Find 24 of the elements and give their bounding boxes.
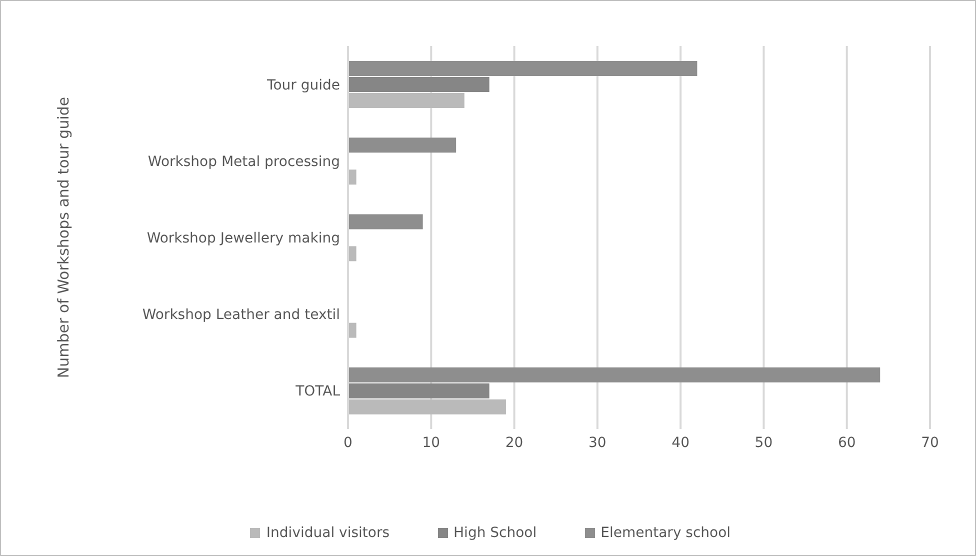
legend-label: Individual visitors xyxy=(265,525,390,541)
bar xyxy=(348,138,456,153)
bar xyxy=(348,170,356,185)
bar xyxy=(348,246,356,262)
bar xyxy=(348,93,464,108)
x-tick-label: 70 xyxy=(921,434,939,451)
bar xyxy=(348,322,356,338)
x-tick-label: 30 xyxy=(588,434,606,451)
bar xyxy=(348,214,423,230)
x-tick-label: 50 xyxy=(754,434,773,451)
x-tick-label: 20 xyxy=(505,434,524,451)
x-tick-label: 60 xyxy=(838,434,856,451)
y-axis-title: Number of Workshops and tour guide xyxy=(54,96,72,378)
y-tick-label: Workshop Jewellery making xyxy=(146,230,340,246)
y-tick-label: Workshop Leather and textil xyxy=(142,307,340,324)
x-tick-label: 40 xyxy=(672,434,690,451)
y-tick-label: Tour guide xyxy=(266,77,340,94)
x-tick-label: 10 xyxy=(422,434,440,451)
bar xyxy=(348,399,506,414)
x-tick-label: 0 xyxy=(344,434,352,451)
legend-label: Elementary school xyxy=(600,525,731,541)
y-tick-label: TOTAL xyxy=(294,384,340,400)
y-tick-label: Workshop Metal processing xyxy=(148,154,340,170)
legend-label: High School xyxy=(452,525,537,541)
